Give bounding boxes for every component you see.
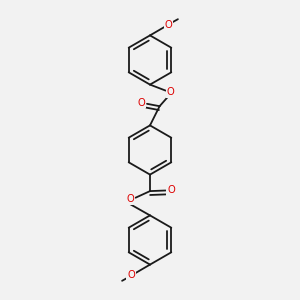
Text: O: O [167, 185, 175, 195]
Text: O: O [165, 20, 172, 30]
Text: O: O [127, 194, 135, 205]
Text: O: O [138, 98, 146, 108]
Text: O: O [127, 270, 135, 280]
Text: O: O [167, 87, 174, 98]
